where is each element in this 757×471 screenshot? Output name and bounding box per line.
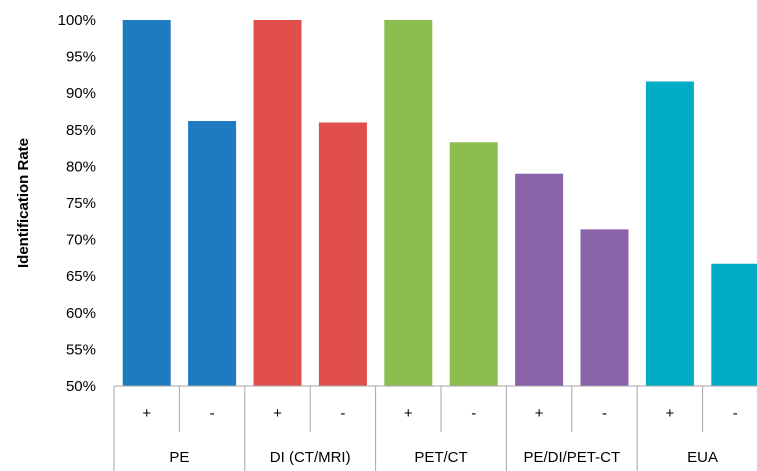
bar-sign-label: + bbox=[273, 405, 282, 422]
bar bbox=[580, 229, 629, 386]
bar bbox=[318, 122, 367, 386]
bar bbox=[253, 20, 302, 386]
y-tick-label: 65% bbox=[66, 268, 96, 285]
bar bbox=[122, 20, 171, 386]
bar bbox=[384, 20, 433, 386]
y-tick-label: 90% bbox=[66, 85, 96, 102]
bar-sign-label: + bbox=[404, 405, 413, 422]
bar bbox=[449, 142, 498, 386]
y-axis-title: Identification Rate bbox=[15, 138, 32, 268]
bar-sign-label: - bbox=[602, 405, 607, 422]
bar bbox=[645, 81, 694, 386]
bar-sign-label: + bbox=[666, 405, 675, 422]
bar-sign-label: - bbox=[733, 405, 738, 422]
bar-sign-label: - bbox=[210, 405, 215, 422]
y-tick-label: 100% bbox=[58, 12, 96, 29]
y-tick-label: 60% bbox=[66, 305, 96, 322]
bar-sign-label: - bbox=[471, 405, 476, 422]
y-tick-label: 85% bbox=[66, 122, 96, 139]
group-label: PE/DI/PET-CT bbox=[523, 449, 620, 466]
group-label: DI (CT/MRI) bbox=[270, 449, 351, 466]
bars bbox=[122, 20, 757, 387]
y-tick-label: 75% bbox=[66, 195, 96, 212]
bar bbox=[188, 121, 237, 387]
y-tick-label: 80% bbox=[66, 158, 96, 175]
group-label: EUA bbox=[687, 449, 718, 466]
group-label: PET/CT bbox=[414, 449, 467, 466]
y-tick-label: 95% bbox=[66, 49, 96, 66]
x-axis: + - PE + - DI (CT/MRI) + - PET/CT + - PE/DI/PET-CT +… bbox=[113, 385, 757, 471]
bar bbox=[515, 173, 564, 386]
bar-sign-label: - bbox=[340, 405, 345, 422]
bar bbox=[711, 263, 757, 386]
group-label: PE bbox=[169, 449, 189, 466]
bar-sign-label: + bbox=[142, 405, 151, 422]
y-tick-label: 70% bbox=[66, 232, 96, 249]
y-tick-label: 55% bbox=[66, 341, 96, 358]
y-axis-ticks: 50% 55% 60% 65% 70% 75% 80% 85% 90% 95% 100% bbox=[58, 12, 96, 395]
bar-sign-label: + bbox=[535, 405, 544, 422]
y-tick-label: 50% bbox=[66, 378, 96, 395]
